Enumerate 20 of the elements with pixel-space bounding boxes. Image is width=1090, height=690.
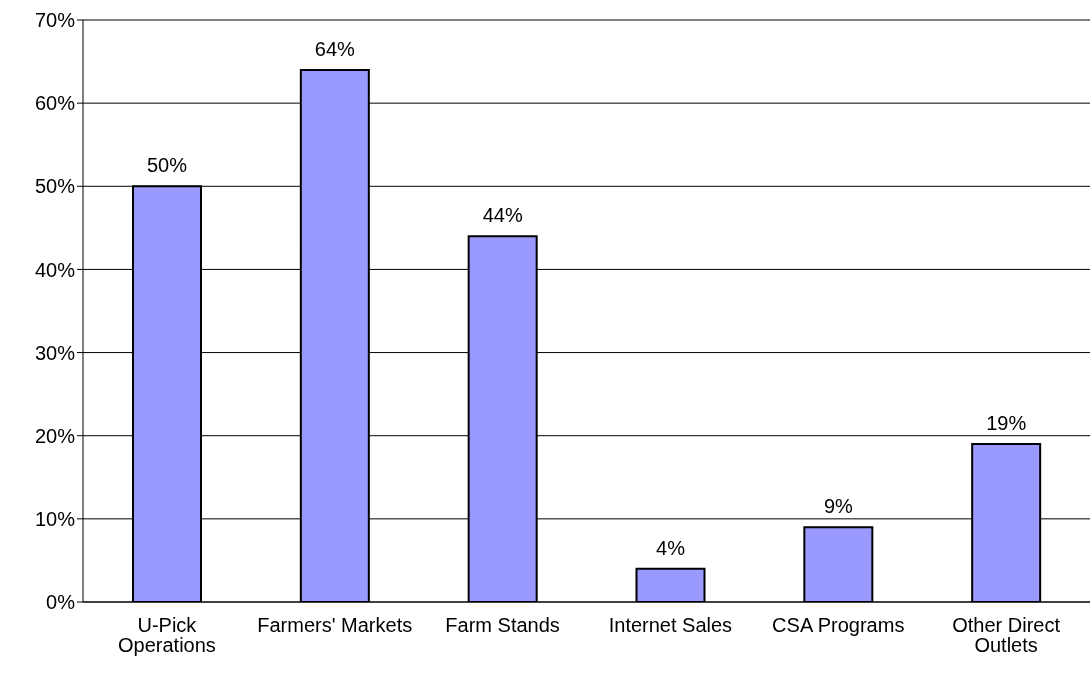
x-tick-label: Internet Sales <box>608 614 733 637</box>
data-label: 64% <box>314 37 356 60</box>
data-label: 44% <box>482 204 523 227</box>
y-tick-label: 60% <box>34 92 76 115</box>
y-tick-label: 30% <box>34 341 76 364</box>
data-label: 50% <box>146 154 188 177</box>
data-label: 19% <box>986 412 1027 435</box>
x-tick-label: CSA Programs <box>772 614 905 637</box>
y-tick-label: 50% <box>34 175 76 198</box>
y-tick-label: 10% <box>34 507 76 530</box>
y-tick-label: 20% <box>34 424 76 447</box>
data-label: 9% <box>823 495 853 518</box>
x-tick-label: Farm Stands <box>445 614 560 637</box>
y-tick-label: 0% <box>46 591 76 614</box>
x-tick-label: Farmers' Markets <box>257 614 413 637</box>
x-tick-label: Other Direct Outlets <box>952 614 1061 657</box>
y-tick-label: 70% <box>34 9 76 32</box>
data-label: 4% <box>656 536 686 559</box>
y-tick-label: 40% <box>34 258 76 281</box>
x-tick-label: U-Pick Operations <box>117 614 216 657</box>
